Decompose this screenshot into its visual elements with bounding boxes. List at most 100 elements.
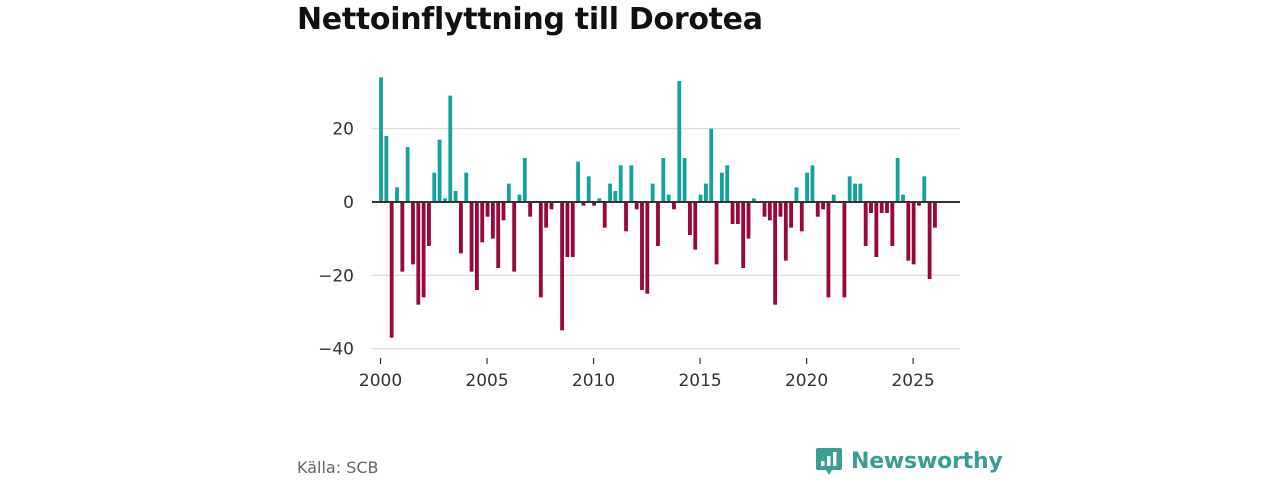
bar-negative [634, 202, 639, 210]
bar-positive [725, 165, 730, 202]
bar-negative [906, 202, 911, 261]
y-tick-label: −40 [318, 340, 354, 360]
bar-negative [400, 202, 405, 272]
bar-negative [640, 202, 644, 290]
y-tick-label: −20 [318, 266, 354, 286]
bar-positive [379, 77, 383, 202]
bar-negative [544, 202, 549, 228]
bar-negative [469, 202, 474, 272]
bar-positive [443, 198, 447, 202]
bar-negative [645, 202, 650, 294]
bar-positive [794, 187, 799, 202]
bar-negative [869, 202, 873, 213]
bar-positive [608, 183, 612, 202]
bar-negative [570, 202, 575, 257]
bar-negative [911, 202, 916, 265]
bar-positive [437, 139, 442, 202]
bar-negative [741, 202, 746, 268]
bar-negative [512, 202, 517, 272]
bar-negative [602, 202, 607, 228]
bar-positive [650, 183, 655, 202]
bar-positive [719, 172, 724, 202]
bar-positive [384, 136, 389, 202]
bar-negative [480, 202, 485, 243]
bar-negative [863, 202, 868, 246]
bars [379, 77, 937, 338]
bar-negative [416, 202, 421, 305]
x-tick-label: 2010 [572, 371, 615, 391]
bar-negative [927, 202, 932, 279]
bar-positive [682, 158, 687, 202]
bar-negative [933, 202, 937, 228]
y-axis-labels: 20 0 −20 −40 [318, 120, 354, 360]
bar-negative [799, 202, 804, 232]
bar-negative [714, 202, 719, 265]
bar-negative [730, 202, 735, 224]
bar-negative [917, 202, 921, 206]
bar-negative [821, 202, 825, 210]
y-tick-label: 20 [332, 120, 354, 140]
bar-positive [453, 191, 458, 202]
bar-positive [395, 187, 399, 202]
bar-negative [549, 202, 554, 210]
bar-positive [597, 198, 602, 202]
bar-positive [666, 194, 671, 202]
bar-negative [459, 202, 463, 254]
bar-positive [858, 183, 863, 202]
bar-positive [831, 194, 836, 202]
bar-positive [464, 172, 469, 202]
x-tick-label: 2025 [891, 371, 934, 391]
bar-negative [411, 202, 415, 265]
source-label: Källa: SCB [297, 458, 379, 477]
bar-negative [789, 202, 794, 228]
bar-negative [885, 202, 889, 213]
bar-positive [810, 165, 815, 202]
bar-positive [576, 161, 580, 202]
x-axis-labels: 2000 2005 2010 2015 2020 2025 [359, 358, 935, 391]
bar-negative [773, 202, 778, 305]
bar-negative [565, 202, 570, 257]
bar-negative [592, 202, 596, 206]
x-tick-label: 2000 [359, 371, 402, 391]
bar-negative [672, 202, 676, 210]
bar-positive [895, 158, 900, 202]
bar-negative [421, 202, 426, 298]
bar-negative [581, 202, 586, 206]
bar-positive [522, 158, 527, 202]
bar-negative [501, 202, 506, 221]
x-tick-label: 2015 [678, 371, 721, 391]
bar-negative [485, 202, 490, 217]
brand-logo: Newsworthy [815, 446, 1003, 476]
bar-negative [656, 202, 660, 246]
bar-negative [767, 202, 772, 221]
bar-negative [746, 202, 751, 239]
bar-negative [496, 202, 501, 268]
bar-negative [783, 202, 788, 261]
bar-negative [389, 202, 394, 338]
bar-positive [847, 176, 852, 202]
bar-positive [448, 95, 453, 202]
bar-positive [698, 194, 703, 202]
bar-positive [661, 158, 666, 202]
grid-lines [372, 128, 960, 350]
bar-positive [709, 128, 714, 202]
bar-negative [879, 202, 884, 213]
bar-positive [629, 165, 634, 202]
bar-negative [842, 202, 847, 298]
bar-positive [618, 165, 623, 202]
bar-negative [890, 202, 895, 246]
bar-positive [922, 176, 927, 202]
bar-negative [778, 202, 783, 217]
bar-negative [624, 202, 628, 232]
bar-negative [490, 202, 495, 239]
bar-chart: 20 0 −20 −40 2000 2005 2010 2015 2020 2025 [318, 77, 960, 391]
bar-positive [805, 172, 810, 202]
bar-negative [762, 202, 767, 217]
x-tick-label: 2020 [785, 371, 828, 391]
bar-negative [693, 202, 698, 250]
bar-positive [677, 81, 682, 202]
bar-negative [874, 202, 879, 257]
bar-positive [432, 172, 437, 202]
chart-title: Nettoinflyttning till Dorotea [297, 2, 763, 37]
bar-negative [826, 202, 831, 298]
